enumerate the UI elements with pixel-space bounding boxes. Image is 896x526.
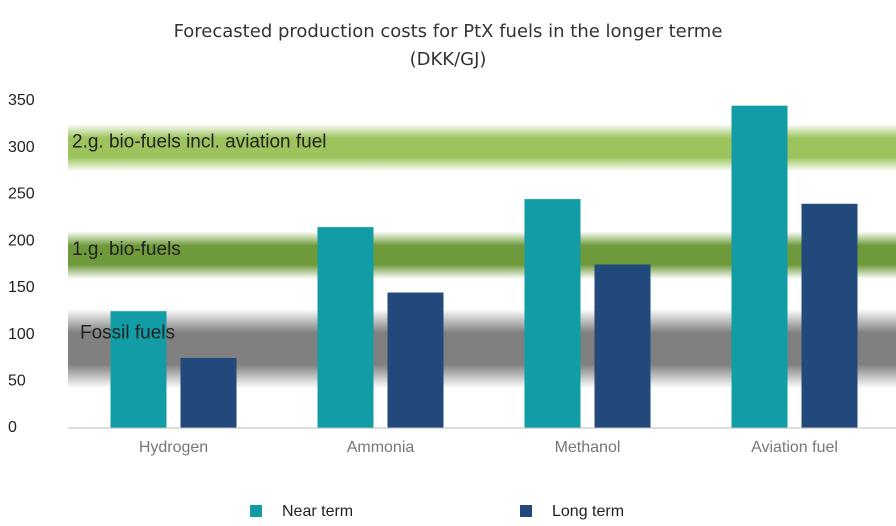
- y-tick-label: 300: [8, 139, 35, 156]
- legend-label: Long term: [552, 503, 624, 520]
- y-tick-label: 350: [8, 92, 35, 109]
- chart-title: (DKK/GJ): [410, 49, 487, 70]
- bar: [110, 311, 167, 428]
- y-tick-label: 200: [8, 232, 35, 249]
- band-label: 1.g. bio-fuels: [72, 239, 181, 260]
- bar: [801, 203, 858, 428]
- bar: [594, 264, 651, 428]
- y-tick-label: 150: [8, 279, 35, 296]
- bar: [317, 227, 374, 428]
- bar: [731, 105, 788, 429]
- y-tick-label: 0: [8, 419, 17, 436]
- chart-title: Forecasted production costs for PtX fuel…: [174, 21, 723, 42]
- legend-swatch: [520, 505, 532, 517]
- legend-label: Near term: [282, 503, 353, 520]
- legend-swatch: [250, 505, 262, 517]
- bar: [180, 357, 237, 428]
- bar: [524, 199, 581, 428]
- x-tick-label: Methanol: [555, 439, 621, 456]
- band-label: Fossil fuels: [80, 323, 175, 344]
- y-tick-label: 250: [8, 186, 35, 203]
- y-tick-label: 50: [8, 373, 26, 390]
- x-tick-label: Aviation fuel: [751, 439, 838, 456]
- bar: [387, 292, 444, 428]
- y-tick-label: 100: [8, 326, 35, 343]
- band-label: 2.g. bio-fuels incl. aviation fuel: [72, 132, 327, 153]
- x-tick-label: Ammonia: [347, 439, 415, 456]
- x-tick-label: Hydrogen: [139, 439, 208, 456]
